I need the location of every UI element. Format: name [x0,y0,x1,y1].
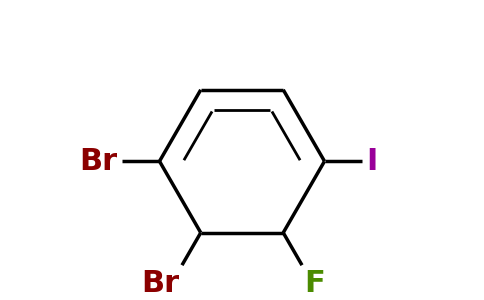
Text: Br: Br [142,269,180,298]
Text: Br: Br [79,147,118,176]
Text: F: F [304,269,325,298]
Text: I: I [366,147,378,176]
